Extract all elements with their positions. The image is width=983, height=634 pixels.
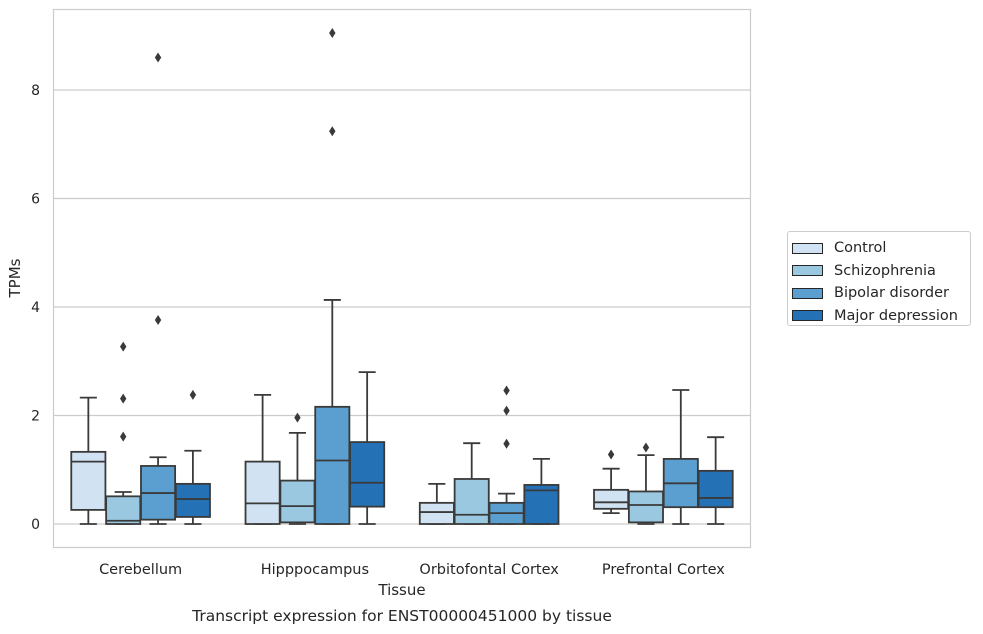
outlier-point [607,449,615,460]
box [697,469,734,509]
box [627,490,664,524]
box [418,501,455,525]
legend-label: Major depression [834,307,958,324]
legend-swatch [792,310,823,322]
box [244,460,281,525]
outlier-point [503,385,510,396]
chart-footer-caption: Transcript expression for ENST0000045100… [192,607,612,625]
box-group [453,442,490,525]
box-group [140,52,177,525]
box-group [244,393,281,525]
x-tick-label: Cerebellum [99,562,182,578]
plot-area-frame [52,8,752,549]
x-tick-labels: Cerebellum Hipppocampus Orbitofontal Corte… [99,562,725,578]
box-group [279,412,316,525]
legend-swatch [792,242,823,254]
outlier-point [120,393,127,404]
legend-label: Schizophrenia [834,262,936,279]
legend-item: Major depression [792,305,970,328]
y-tick-label: 8 [31,83,40,99]
box [453,478,490,525]
box [349,441,386,508]
outlier-point [154,52,162,63]
outlier-point [503,438,510,449]
box-group [349,371,386,525]
box [314,405,351,525]
x-tick-label: Hipppocampus [261,562,369,578]
box-group [697,436,734,525]
outlier-point [329,28,336,39]
outlier-point [503,405,510,416]
y-tick-label: 6 [31,192,40,208]
outlier-point [120,341,127,352]
boxes [70,28,734,525]
box-group [662,389,699,525]
outlier-point [189,389,197,400]
box-group [418,482,455,525]
legend-item: Control [792,237,970,260]
y-axis-label: TPMs [6,258,24,298]
x-tick-label: Orbitofontal Cortex [419,562,559,578]
box-group [523,457,560,525]
y-tick-label: 4 [31,300,40,316]
box-group [488,385,525,525]
legend-label: Control [834,240,887,257]
box [70,450,107,511]
outlier-point [120,431,127,442]
gridlines [53,89,751,525]
box-group [627,442,664,525]
outlier-point [329,126,336,137]
y-tick-label: 2 [31,409,40,425]
box-group [593,449,630,515]
box-group [314,28,351,525]
legend-swatch [792,287,823,299]
outlier-point [154,315,162,326]
x-axis-label: Tissue [378,581,426,599]
legend-item: Schizophrenia [792,260,970,283]
box-group [70,396,107,525]
legend: Control Schizophrenia Bipolar disorder Majo… [787,231,971,326]
outlier-point [642,442,650,453]
legend-swatch [792,265,823,277]
outlier-point [294,412,301,423]
y-tick-labels: 0 2 4 6 8 [31,83,40,533]
box-group [105,341,142,525]
y-tick-label: 0 [31,517,40,533]
legend-label: Bipolar disorder [834,285,949,302]
x-tick-label: Prefrontal Cortex [602,562,725,578]
box [523,484,560,525]
legend-item: Bipolar disorder [792,282,970,305]
box [279,479,316,524]
box-group [174,389,211,525]
box [174,482,211,518]
box [593,488,630,510]
